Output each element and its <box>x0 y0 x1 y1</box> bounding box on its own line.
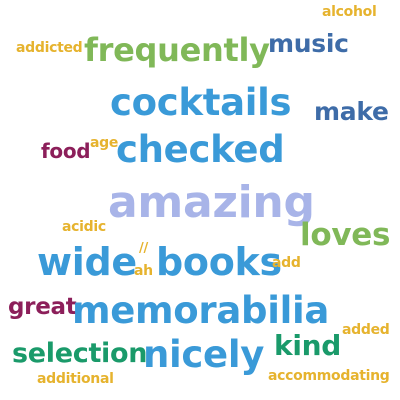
word-added: added <box>342 322 390 338</box>
word-memorabilia: memorabilia <box>72 289 330 332</box>
word-checked: checked <box>116 128 285 171</box>
word-food: food <box>41 139 91 163</box>
word-nicely: nicely <box>143 333 265 376</box>
word-make: make <box>314 97 389 126</box>
word-accommodating: accommodating <box>268 368 390 384</box>
word-cocktails: cocktails <box>110 81 292 124</box>
word-frequently: frequently <box>84 31 270 69</box>
word-amazing: amazing <box>108 177 315 228</box>
word-great: great <box>8 294 77 320</box>
word-loves: loves <box>300 217 391 253</box>
word-slashes: // <box>139 241 148 256</box>
word-wide: wide <box>37 240 137 284</box>
word-books: books <box>156 240 282 284</box>
word-alcohol: alcohol <box>322 4 377 20</box>
word-acidic: acidic <box>62 219 106 235</box>
word-selection: selection <box>12 338 148 369</box>
word-ah: ah <box>134 263 153 279</box>
word-music: music <box>268 29 349 58</box>
word-age: age <box>90 135 119 151</box>
word-kind: kind <box>274 329 341 362</box>
word-additional: additional <box>37 371 114 387</box>
word-addicted: addicted <box>16 40 83 56</box>
word-add: add <box>272 255 301 271</box>
